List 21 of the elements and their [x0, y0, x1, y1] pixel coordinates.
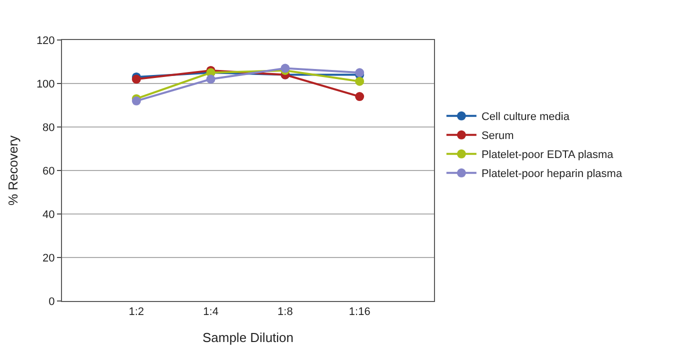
point — [355, 92, 364, 102]
y-tick-label: 40 — [42, 208, 55, 221]
legend-label: Platelet-poor EDTA plasma — [481, 149, 614, 162]
x-tick-label: 1:16 — [348, 306, 370, 318]
y-tick-label: 80 — [42, 122, 55, 134]
x-tick-label: 1:2 — [128, 306, 144, 318]
y-tick-label: 0 — [48, 296, 55, 308]
y-tick-label: 20 — [42, 252, 55, 264]
point — [132, 74, 141, 84]
x-axis-title: Sample Dilution — [202, 330, 294, 345]
x-tick-label: 1:8 — [278, 306, 293, 318]
y-tick-label: 60 — [42, 165, 55, 178]
x-tick-label: 1:4 — [203, 306, 218, 318]
y-tick-label: 120 — [36, 34, 55, 47]
y-tick-label: 100 — [36, 78, 55, 90]
point — [206, 74, 216, 84]
legend-label: Serum — [481, 130, 514, 142]
legend-label: Platelet-poor heparin plasma — [481, 168, 623, 180]
point — [355, 76, 364, 86]
y-axis-title: % Recovery — [5, 134, 20, 206]
legend-label: Cell culture media — [481, 111, 570, 124]
